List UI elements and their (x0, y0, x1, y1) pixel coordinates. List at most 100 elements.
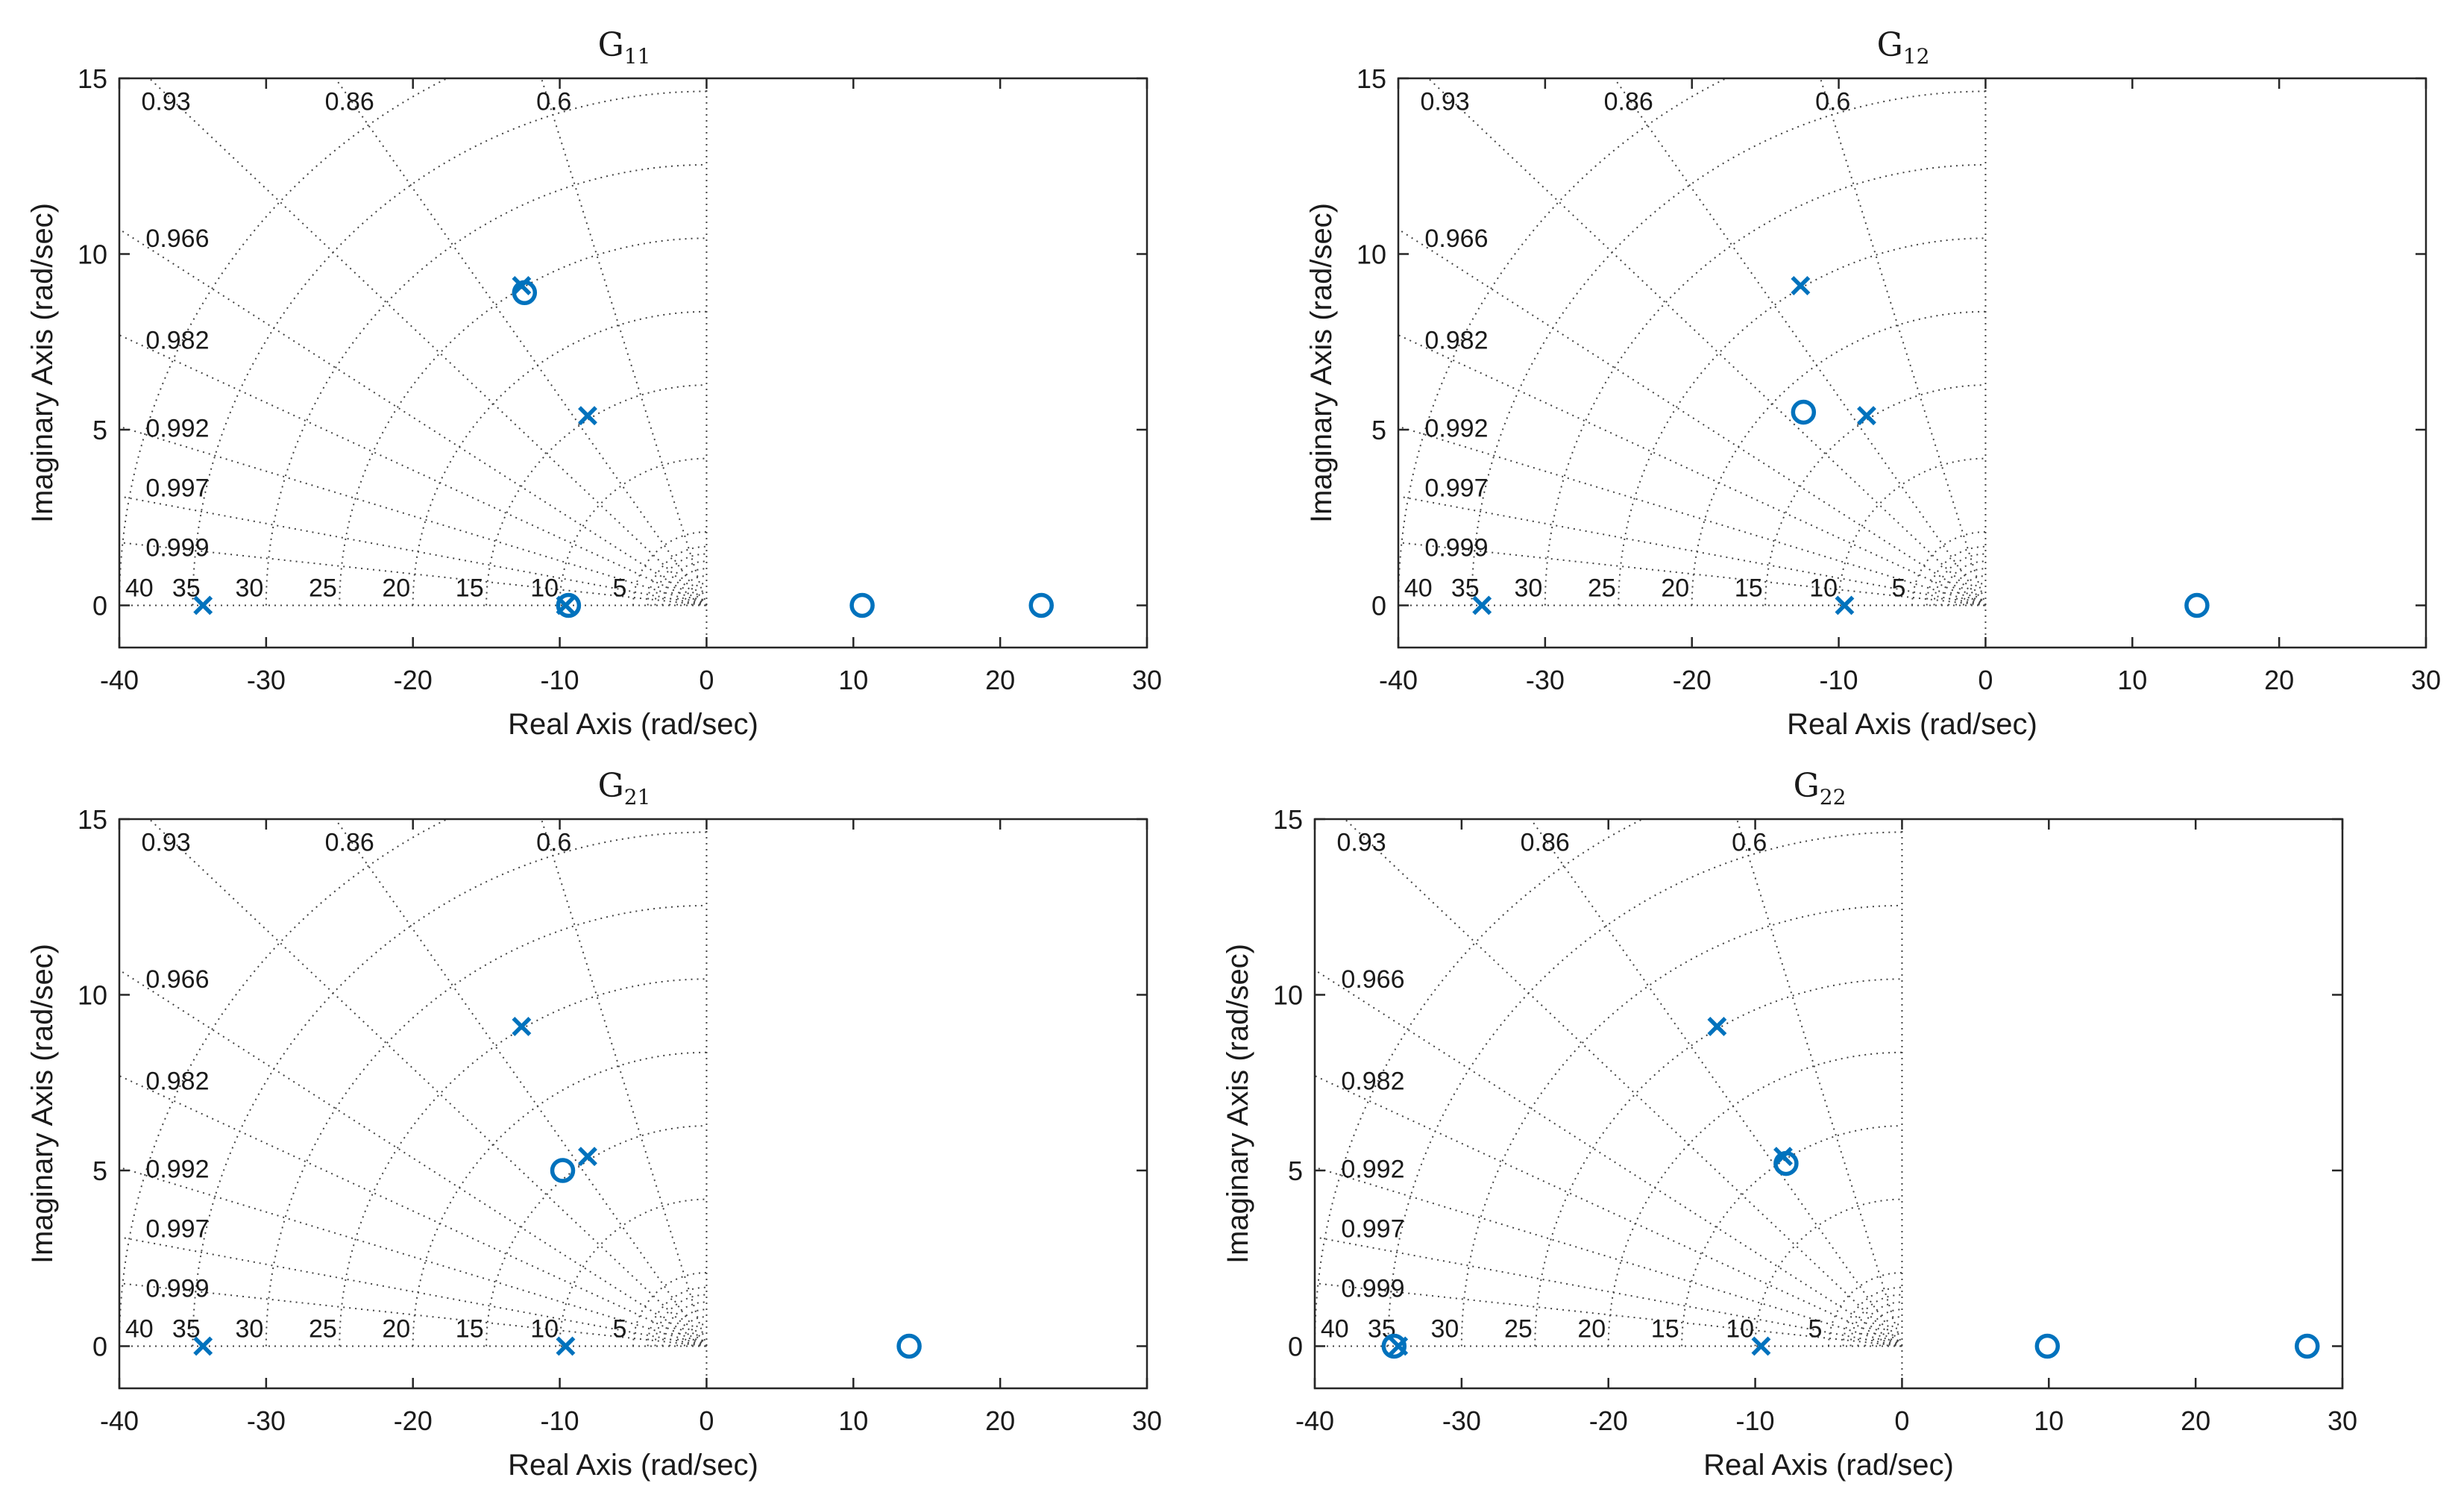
frequency-arc (1544, 163, 1986, 606)
damping-ray (540, 78, 708, 606)
zero-marker (1773, 1150, 1799, 1176)
frequency-arc (632, 531, 707, 606)
damping-ray (1530, 819, 1903, 1347)
damping-label: 0.982 (145, 1068, 209, 1096)
x-tick-label: -20 (1589, 1405, 1628, 1436)
x-tick-label: 0 (1894, 1405, 1909, 1436)
zero-marker (896, 1333, 922, 1359)
frequency-label: 15 (456, 574, 484, 603)
damping-label: 0.999 (145, 534, 209, 562)
damping-label: 0.6 (1732, 828, 1767, 856)
damping-ray (119, 1282, 707, 1347)
x-tick-label: 30 (2411, 665, 2441, 695)
damping-label: 0.997 (1424, 474, 1488, 502)
pole-stroke (556, 1336, 576, 1356)
panel-title: G22 (1794, 767, 1847, 809)
panel-title: G11 (598, 26, 651, 69)
frequency-arc (1879, 1323, 1902, 1347)
x-tick-label: 10 (2034, 1405, 2064, 1436)
zero-marker (1791, 399, 1817, 425)
frequency-label: 5 (612, 574, 626, 603)
damping-label: 0.982 (145, 327, 209, 355)
zero-marker (550, 1158, 576, 1183)
y-tick-label: 10 (78, 980, 107, 1010)
x-tick-label: -30 (1442, 1405, 1481, 1436)
frequency-arc (412, 1051, 707, 1347)
damping-label: 0.86 (1604, 87, 1653, 116)
frequency-arc (265, 904, 707, 1347)
pole-stroke (1791, 275, 1811, 295)
damping-ray (119, 542, 707, 607)
frequency-label: 15 (456, 1315, 484, 1344)
frequency-label: 15 (1735, 574, 1763, 603)
frequency-arc (1618, 237, 1986, 606)
frequency-label: 5 (612, 1315, 626, 1344)
damping-label: 0.6 (1815, 87, 1850, 116)
panel-title: G12 (1877, 26, 1930, 69)
frequency-label: 10 (1726, 1315, 1754, 1344)
damping-label: 0.997 (145, 1215, 209, 1243)
damping-label: 0.86 (1521, 828, 1570, 856)
damping-ray (1398, 425, 1986, 607)
pole-marker (1472, 595, 1492, 615)
damping-label: 0.86 (325, 828, 374, 856)
frequency-arc (1691, 310, 1986, 606)
damping-label: 0.997 (145, 474, 209, 502)
pole-marker (1791, 275, 1811, 295)
frequency-label: 20 (1577, 1315, 1606, 1344)
damping-ray (119, 228, 707, 607)
frequency-arc (683, 582, 707, 606)
pole-marker (512, 1016, 532, 1036)
frequency-arc (1838, 457, 1986, 606)
y-tick-label: 0 (92, 590, 107, 621)
frequency-arc (1387, 831, 1902, 1347)
frequency-label: 40 (1321, 1315, 1349, 1344)
y-tick-label: 0 (1288, 1331, 1303, 1361)
x-tick-label: -10 (541, 665, 579, 695)
frequency-label: 30 (1431, 1315, 1459, 1344)
damping-label: 0.6 (536, 828, 571, 856)
pole-marker (1751, 1336, 1771, 1356)
x-axis-label: Real Axis (rad/sec) (1787, 708, 2037, 741)
plot-frame (118, 77, 1148, 649)
damping-ray (119, 1166, 707, 1347)
sgrid (1398, 78, 1987, 648)
frequency-arc (339, 237, 707, 606)
frequency-arc (1857, 1301, 1902, 1347)
frequency-arc (1754, 1198, 1902, 1347)
damping-ray (1398, 228, 1986, 607)
panel-11: -40 -30 -20 -10 0 10 20 30 0 5 10 15 Real Axis (rad/… (26, 26, 1162, 741)
pole-stroke (578, 1147, 597, 1167)
frequency-arc (412, 310, 707, 606)
x-tick-label: 20 (2181, 1405, 2210, 1436)
frequency-label: 30 (236, 1315, 264, 1344)
damping-label: 0.93 (142, 87, 191, 116)
frequency-label: 25 (1588, 574, 1616, 603)
damping-label: 0.966 (1424, 225, 1488, 253)
frequency-arc (339, 978, 707, 1347)
x-tick-label: -40 (100, 665, 139, 695)
pole-stroke (1472, 595, 1492, 615)
frequency-label: 30 (236, 574, 264, 603)
frequency-arc (1764, 384, 1986, 606)
y-tick-label: 5 (92, 415, 107, 445)
frequency-label: 25 (309, 574, 337, 603)
frequency-label: 10 (1809, 574, 1838, 603)
x-tick-label: 30 (1132, 1405, 1162, 1436)
x-tick-label: -30 (247, 1405, 286, 1436)
damping-label: 0.93 (1337, 828, 1386, 856)
zero-marker (556, 592, 582, 618)
frequency-label: 5 (1891, 574, 1905, 603)
x-tick-label: -10 (1820, 665, 1858, 695)
y-tick-label: 10 (1357, 239, 1386, 269)
x-tick-label: -30 (247, 665, 286, 695)
zero-marker (1028, 592, 1055, 618)
damping-label: 0.999 (1341, 1275, 1404, 1303)
x-tick-label: 0 (1978, 665, 1993, 695)
x-tick-label: 30 (1132, 665, 1162, 695)
panel-title-main: G (598, 26, 624, 64)
x-tick-label: 20 (2264, 665, 2294, 695)
zero-marker (1381, 1333, 1407, 1359)
y-tick-label: 5 (92, 1156, 107, 1186)
